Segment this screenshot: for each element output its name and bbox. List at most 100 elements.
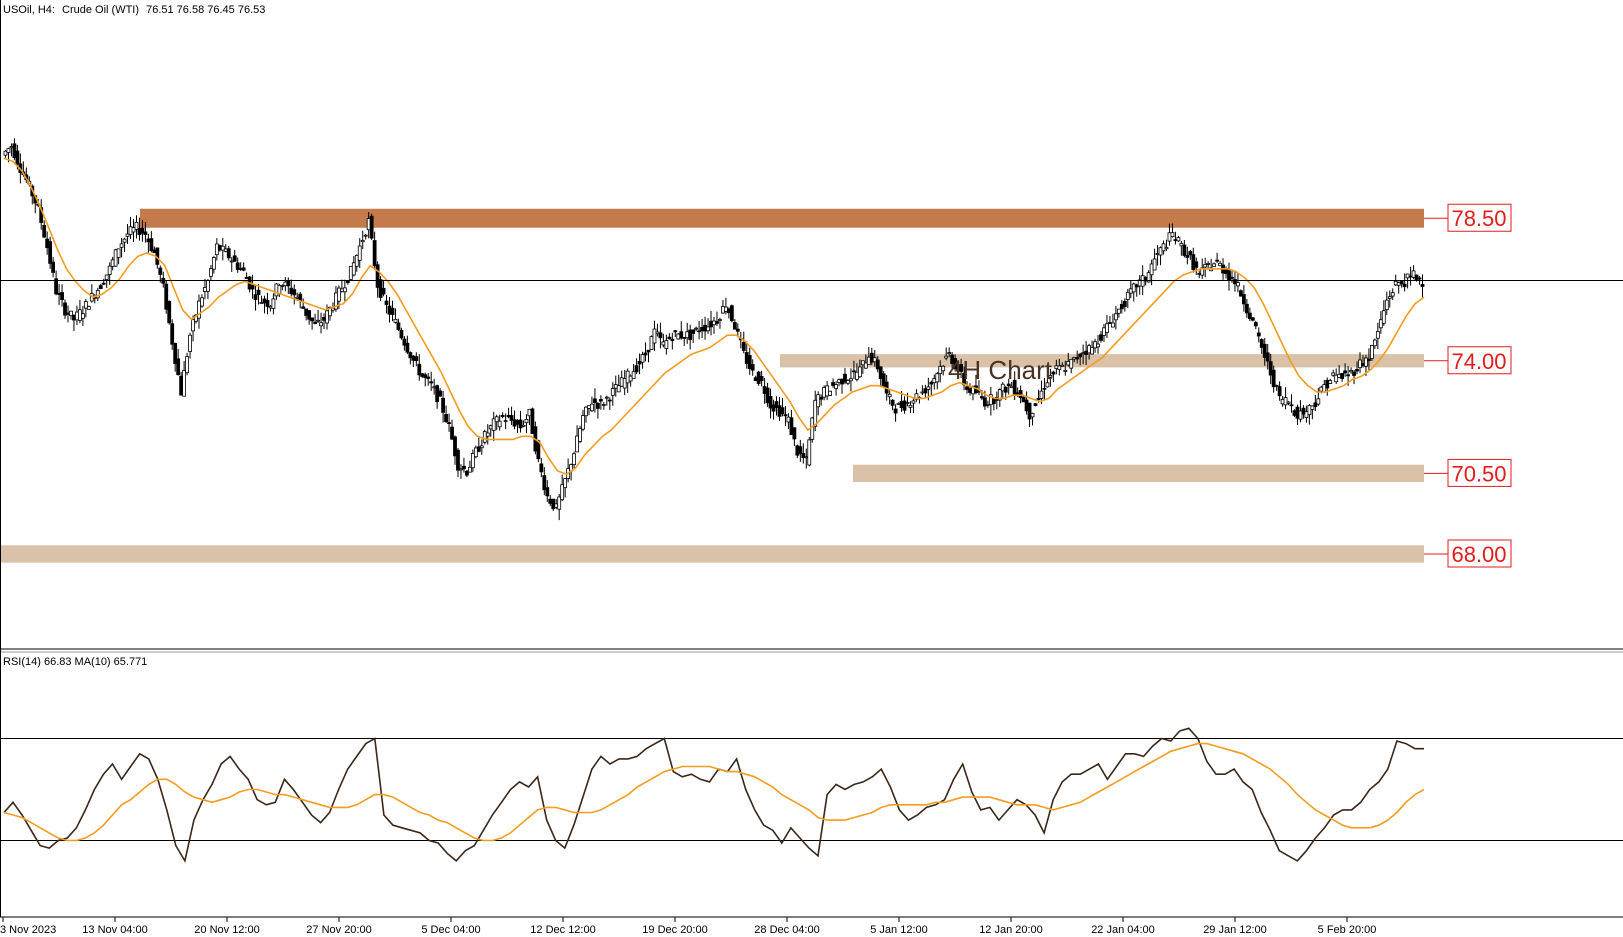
candle [1367,348,1371,371]
candle [438,388,443,397]
candle [759,370,764,387]
candle [1262,337,1267,366]
candle [1349,367,1353,374]
candle [429,371,434,391]
chart-annotation: 4H Chart [948,355,1053,385]
candle [756,370,761,386]
price-candles-group [3,138,1425,521]
candle [1384,291,1389,316]
candle [1096,334,1100,354]
candle [167,300,172,325]
candle [417,354,422,381]
candle [771,399,776,420]
candle [301,298,306,310]
candle [360,230,365,250]
candle [1057,358,1062,376]
candle [384,294,389,314]
candle [1265,344,1270,370]
candle [51,257,56,278]
time-tick-label: 20 Nov 12:00 [194,924,259,936]
candle [408,351,413,365]
candle [1078,352,1083,366]
candle [959,358,963,378]
candle [780,397,785,417]
level-labels-group: 78.50 74.00 70.50 68.00 [1424,203,1512,568]
candle [69,310,73,320]
candle [3,149,8,158]
candle [1352,369,1356,385]
candle [54,270,58,296]
candle [253,285,258,311]
candle [1060,362,1065,367]
candle [1316,387,1321,406]
candle [887,390,892,405]
level-box-78.50 [1447,203,1512,232]
candle [1328,378,1333,384]
candle [211,256,216,274]
chart-header: USOil, H4: Crude Oil (WTI) 76.51 76.58 7… [3,4,265,16]
zone-78.50 [140,208,1424,228]
candle [676,332,681,340]
candle [1182,239,1187,258]
time-tick-label: 5 Feb 20:00 [1318,924,1377,936]
candle [134,215,139,239]
candle [125,224,130,244]
time-axis-ticks-group: 3 Nov 2023 13 Nov 04:00 20 Nov 12:00 27 Nov… [0,917,1376,936]
candle [503,413,508,430]
candle [1256,327,1261,343]
candle [271,293,276,315]
candle [351,256,356,277]
level-box-68.00 [1447,539,1512,568]
candle [1268,353,1273,385]
time-tick-label: 5 Jan 12:00 [870,924,928,936]
instrument-label: Crude Oil (WTI) [62,4,139,16]
candle [48,236,53,269]
candle [706,318,710,334]
candle [188,332,192,359]
candle [539,457,544,478]
candle [447,413,451,432]
candle [673,329,678,337]
candle [101,278,106,286]
candle [369,213,374,241]
candle [801,443,806,464]
candle [1099,330,1103,343]
candle [479,439,484,455]
candle [131,218,136,243]
candle [792,427,797,447]
candle [593,388,597,413]
candle [631,363,636,379]
candle [1241,285,1246,312]
candle [256,283,261,305]
candle [354,254,359,272]
candle [1111,313,1115,328]
candle [863,354,868,369]
candle [914,389,919,402]
candle [497,414,502,431]
candle [816,391,821,416]
candle [718,317,722,329]
candle [1063,360,1068,376]
candle [191,315,195,342]
candle [1131,282,1136,302]
candle [735,323,740,337]
candle [1116,308,1121,318]
candle [941,364,946,376]
candle [316,309,320,324]
candle [1048,368,1053,387]
candle [313,313,317,325]
candle [563,477,568,498]
candle [944,347,949,361]
candle [1277,381,1282,401]
level-box-70.50 [1447,458,1512,487]
candle [378,276,383,301]
candle [402,335,407,351]
candle [1399,280,1404,288]
candle [670,332,675,350]
candle [572,451,576,469]
candle [560,474,565,502]
candle [610,382,615,406]
candle [1283,387,1288,410]
candle [1298,400,1303,423]
candle [1343,363,1348,377]
